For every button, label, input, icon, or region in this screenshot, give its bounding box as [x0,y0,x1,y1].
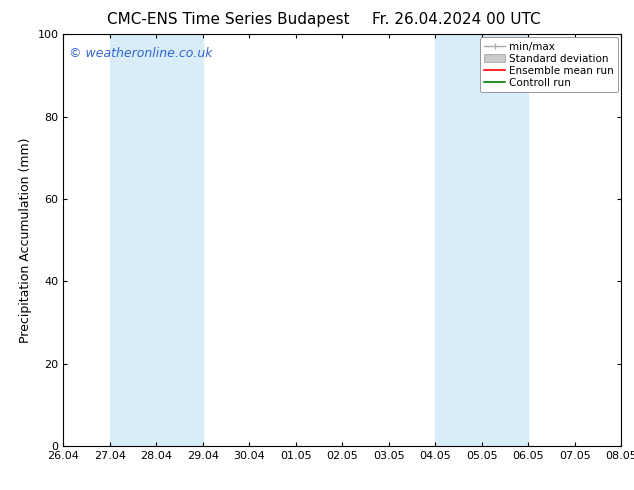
Text: Fr. 26.04.2024 00 UTC: Fr. 26.04.2024 00 UTC [372,12,541,27]
Y-axis label: Precipitation Accumulation (mm): Precipitation Accumulation (mm) [19,137,32,343]
Legend: min/max, Standard deviation, Ensemble mean run, Controll run: min/max, Standard deviation, Ensemble me… [480,37,618,92]
Bar [436,34,528,446]
Bar [110,34,203,446]
Text: © weatheronline.co.uk: © weatheronline.co.uk [69,47,212,60]
Text: CMC-ENS Time Series Budapest: CMC-ENS Time Series Budapest [107,12,349,27]
